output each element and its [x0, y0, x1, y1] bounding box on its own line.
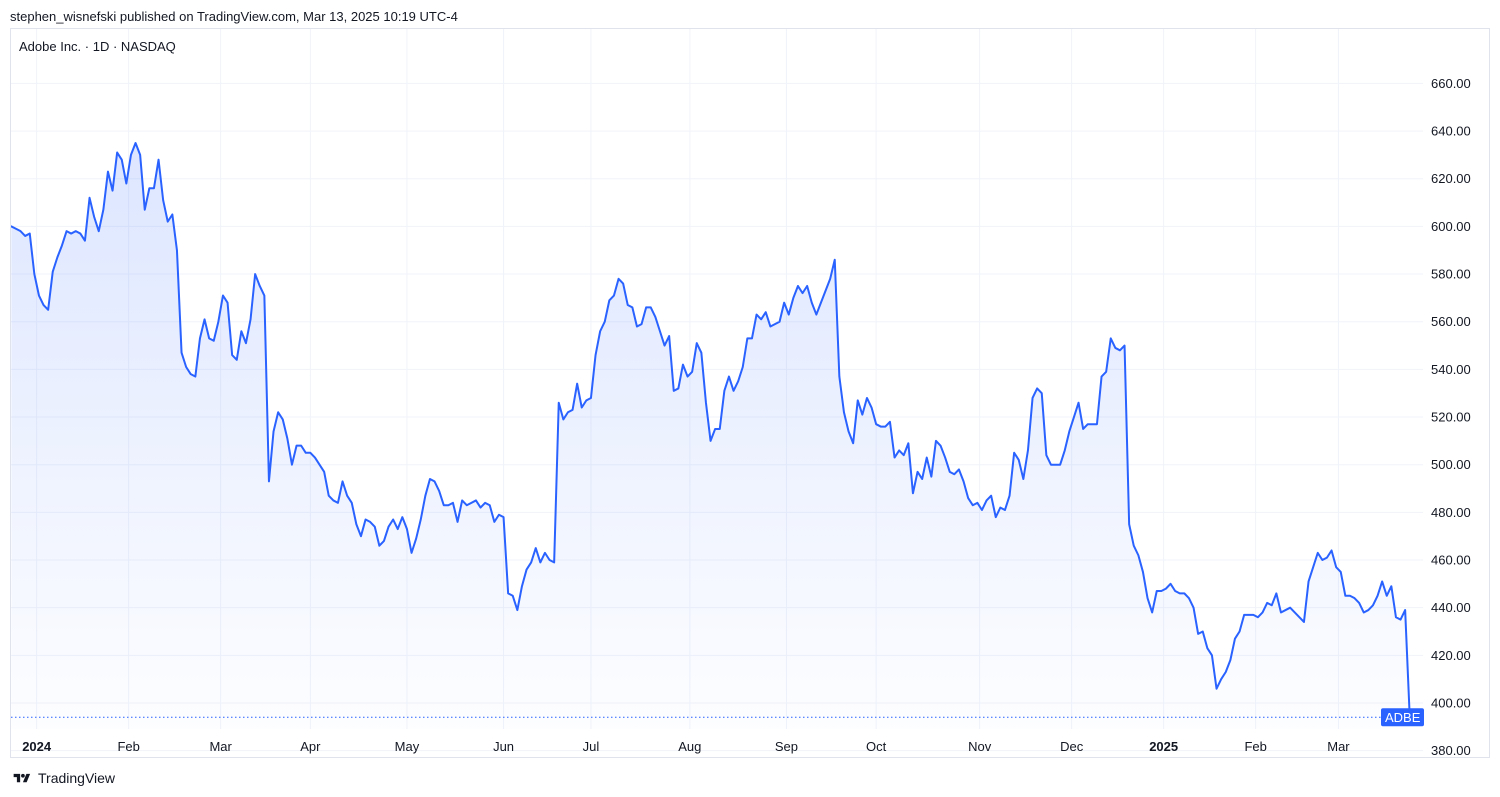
- symbol-badge: ADBE: [1381, 708, 1424, 727]
- series-area-fill: [11, 143, 1410, 729]
- y-tick-label: 620.00: [1431, 171, 1471, 186]
- price-chart[interactable]: 380.00 400.00 420.00 440.00 460.00 480.00 500.…: [11, 29, 1489, 757]
- x-tick-label: Apr: [300, 739, 321, 754]
- footer-brand-label: TradingView: [38, 770, 116, 786]
- y-tick-label: 660.00: [1431, 76, 1471, 91]
- tradingview-logo-icon: [13, 773, 31, 782]
- x-tick-label: Oct: [866, 739, 887, 754]
- y-tick-label: 480.00: [1431, 505, 1471, 520]
- symbol-badge-label: ADBE: [1385, 710, 1421, 725]
- y-tick-label: 500.00: [1431, 457, 1471, 472]
- x-tick-label: Aug: [678, 739, 701, 754]
- x-tick-label: Mar: [209, 739, 232, 754]
- y-tick-label: 460.00: [1431, 553, 1471, 568]
- x-tick-label: Dec: [1060, 739, 1084, 754]
- publisher-header: stephen_wisnefski published on TradingVi…: [10, 9, 458, 24]
- x-tick-label: Jul: [583, 739, 600, 754]
- y-tick-label: 600.00: [1431, 219, 1471, 234]
- y-tick-label: 540.00: [1431, 362, 1471, 377]
- y-tick-label: 420.00: [1431, 648, 1471, 663]
- y-tick-label: 640.00: [1431, 124, 1471, 139]
- price-axis[interactable]: 380.00 400.00 420.00 440.00 460.00 480.00 500.…: [1431, 76, 1471, 757]
- y-tick-label: 580.00: [1431, 267, 1471, 282]
- y-tick-label: 380.00: [1431, 743, 1471, 757]
- x-tick-label: Sep: [775, 739, 798, 754]
- x-tick-label: May: [395, 739, 420, 754]
- symbol-badge-bg: [1381, 708, 1424, 727]
- footer-brand[interactable]: TradingView: [11, 770, 115, 786]
- chart-pane[interactable]: 380.00 400.00 420.00 440.00 460.00 480.00 500.…: [10, 28, 1490, 758]
- y-tick-label: 400.00: [1431, 696, 1471, 711]
- x-tick-label: Feb: [117, 739, 139, 754]
- y-tick-label: 520.00: [1431, 410, 1471, 425]
- y-tick-label: 440.00: [1431, 600, 1471, 615]
- time-axis[interactable]: 2024 Feb Mar Apr May Jun Jul Aug Sep Oct Nov Dec 202…: [22, 739, 1350, 754]
- x-tick-label: Nov: [968, 739, 992, 754]
- symbol-legend[interactable]: Adobe Inc. · 1D · NASDAQ: [19, 39, 176, 54]
- y-tick-label: 560.00: [1431, 314, 1471, 329]
- series-line-adbe[interactable]: [11, 142, 1411, 719]
- x-tick-label: 2025: [1149, 739, 1178, 754]
- x-tick-label: 2024: [22, 739, 52, 754]
- x-tick-label: Feb: [1244, 739, 1266, 754]
- x-tick-label: Jun: [493, 739, 514, 754]
- x-tick-label: Mar: [1327, 739, 1350, 754]
